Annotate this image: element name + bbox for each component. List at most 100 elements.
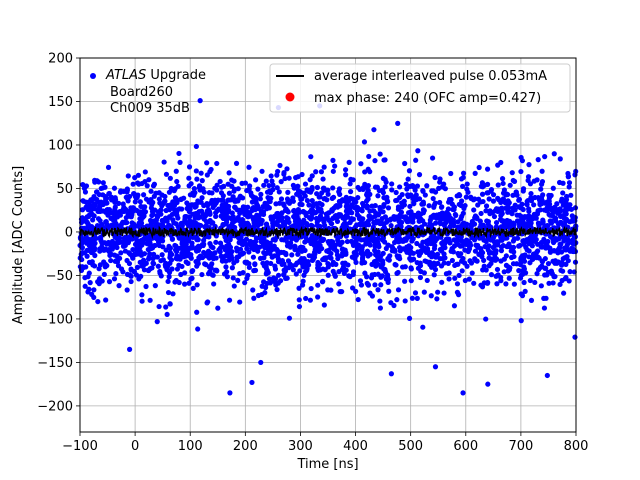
data-point	[498, 278, 504, 284]
data-point	[206, 208, 212, 215]
data-point	[532, 194, 538, 201]
data-point	[204, 300, 210, 306]
data-point	[469, 270, 475, 276]
data-point	[169, 187, 176, 193]
data-point	[150, 219, 156, 225]
data-point	[326, 247, 332, 253]
data-point	[294, 213, 300, 219]
data-point	[201, 202, 207, 209]
data-point	[452, 275, 458, 281]
data-point	[499, 176, 506, 182]
data-point	[217, 178, 223, 185]
data-point	[407, 255, 413, 262]
data-point	[325, 261, 331, 267]
data-point	[278, 196, 285, 202]
data-point	[169, 251, 175, 258]
data-point	[214, 160, 220, 167]
data-point	[266, 276, 273, 282]
data-point	[247, 238, 254, 245]
data-point	[485, 247, 491, 253]
data-point	[227, 224, 233, 231]
data-point	[83, 240, 90, 246]
data-point	[325, 187, 331, 193]
data-point	[137, 199, 143, 205]
data-point	[467, 258, 473, 264]
data-point	[566, 240, 572, 246]
data-point	[393, 197, 399, 204]
data-point	[262, 250, 269, 256]
data-point	[375, 241, 382, 248]
data-point	[152, 283, 158, 289]
data-point	[532, 279, 538, 286]
data-point	[494, 266, 501, 273]
data-point	[123, 194, 129, 200]
y-tick-label: −150	[37, 356, 73, 371]
data-point	[495, 242, 501, 248]
data-point	[544, 372, 550, 379]
data-point	[210, 256, 217, 262]
data-point	[306, 202, 312, 208]
data-point	[501, 187, 507, 193]
data-point	[135, 180, 141, 186]
data-point	[395, 204, 402, 210]
data-point	[551, 237, 557, 243]
data-point	[274, 246, 280, 253]
data-point	[550, 185, 556, 191]
data-point	[380, 209, 386, 215]
data-point	[229, 249, 235, 255]
data-point	[340, 246, 346, 252]
data-point	[313, 236, 319, 242]
data-point	[277, 162, 283, 169]
data-point	[128, 273, 134, 279]
data-point	[460, 170, 467, 176]
data-point	[498, 258, 504, 264]
data-point	[563, 275, 569, 281]
data-point	[237, 299, 243, 305]
data-point	[348, 238, 355, 244]
data-point	[491, 234, 497, 240]
data-point	[501, 269, 507, 275]
data-point	[235, 198, 241, 204]
data-point	[194, 309, 200, 315]
data-point	[557, 156, 563, 162]
data-point	[166, 244, 172, 250]
data-point	[372, 202, 378, 209]
data-point	[449, 257, 455, 264]
data-point	[136, 220, 142, 226]
data-point	[500, 242, 506, 249]
data-point	[268, 173, 274, 179]
data-point	[451, 303, 458, 309]
data-point	[367, 242, 373, 248]
data-point	[233, 217, 239, 223]
x-axis-ticks: −100 0 100 200 300 400 500 600 700 800	[62, 432, 588, 454]
data-point	[546, 198, 552, 204]
data-point	[572, 205, 579, 211]
data-point	[382, 214, 388, 220]
data-point	[456, 272, 462, 279]
data-point	[372, 282, 378, 288]
data-point	[531, 211, 537, 217]
data-point	[129, 220, 135, 226]
data-point	[441, 251, 447, 257]
data-point	[479, 191, 486, 197]
data-point	[178, 196, 184, 203]
data-point	[368, 215, 374, 221]
data-point	[168, 202, 174, 208]
data-point	[339, 288, 345, 295]
data-point	[548, 248, 554, 254]
data-point	[529, 254, 535, 260]
data-point	[275, 252, 281, 258]
data-point	[210, 204, 216, 210]
data-point	[330, 168, 336, 174]
data-point	[375, 287, 381, 293]
data-point	[380, 187, 386, 193]
data-point	[561, 290, 567, 296]
data-point	[363, 241, 369, 247]
data-point	[493, 220, 500, 226]
data-point	[306, 253, 312, 259]
data-point	[332, 273, 338, 279]
data-point	[142, 204, 148, 210]
data-point	[560, 180, 566, 186]
data-point	[353, 236, 359, 242]
